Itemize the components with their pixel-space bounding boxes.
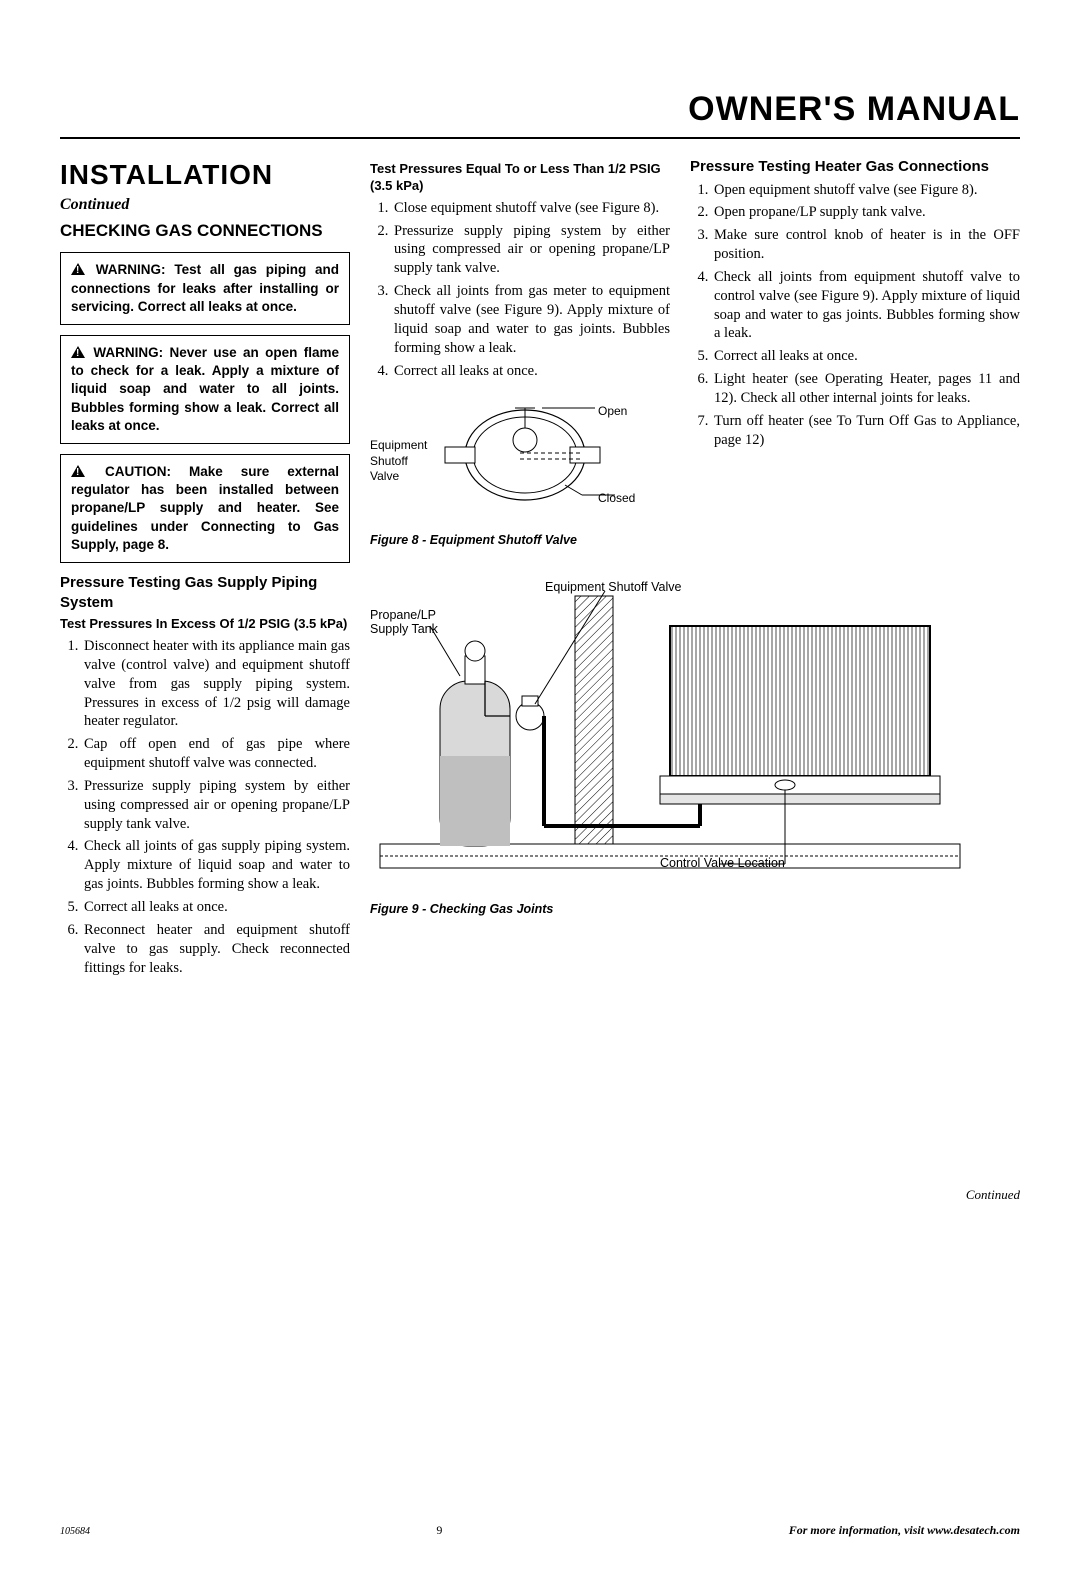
figure-9-wrap: Propane/LP Supply Tank Equipment Shutoff… bbox=[370, 580, 1020, 928]
columns-2-3-row: Test Pressures Equal To or Less Than 1/2… bbox=[370, 157, 1020, 560]
figure-9: Propane/LP Supply Tank Equipment Shutoff… bbox=[370, 586, 970, 896]
warning-icon bbox=[71, 263, 85, 275]
caution-text: CAUTION: Make sure external regulator ha… bbox=[71, 464, 339, 552]
list-item: Turn off heater (see To Turn Off Gas to … bbox=[712, 412, 1020, 450]
list-item: Close equipment shutoff valve (see Figur… bbox=[392, 199, 670, 218]
equal-less-heading: Test Pressures Equal To or Less Than 1/2… bbox=[370, 161, 670, 195]
figure-8-caption: Figure 8 - Equipment Shutoff Valve bbox=[370, 532, 670, 548]
column-3: Pressure Testing Heater Gas Connections … bbox=[690, 157, 1020, 560]
continued-bottom: Continued bbox=[60, 1187, 1020, 1203]
caution-box: CAUTION: Make sure external regulator ha… bbox=[60, 454, 350, 563]
excess-pressure-heading: Test Pressures In Excess Of 1/2 PSIG (3.… bbox=[60, 616, 350, 633]
column-1: INSTALLATION Continued CHECKING GAS CONN… bbox=[60, 157, 350, 987]
list-item: Disconnect heater with its appliance mai… bbox=[82, 637, 350, 731]
heater-connections-list: Open equipment shutoff valve (see Figure… bbox=[690, 181, 1020, 450]
fig9-esv-label: Equipment Shutoff Valve bbox=[545, 580, 681, 594]
excess-pressure-list: Disconnect heater with its appliance mai… bbox=[60, 637, 350, 977]
manual-title: OWNER'S MANUAL bbox=[60, 90, 1020, 129]
list-item: Correct all leaks at once. bbox=[392, 362, 670, 381]
fig9-tank-label: Propane/LP Supply Tank bbox=[370, 608, 470, 636]
list-item: Check all joints of gas supply piping sy… bbox=[82, 837, 350, 894]
pressure-testing-heater-heading: Pressure Testing Heater Gas Connections bbox=[690, 157, 1020, 177]
warning-box-2: WARNING: Never use an open flame to chec… bbox=[60, 335, 350, 444]
warning-2-text: WARNING: Never use an open flame to chec… bbox=[71, 345, 339, 433]
column-2: Test Pressures Equal To or Less Than 1/2… bbox=[370, 157, 670, 560]
page-number: 9 bbox=[436, 1523, 442, 1538]
page-footer: 105684 9 For more information, visit www… bbox=[60, 1523, 1020, 1538]
warning-icon bbox=[71, 346, 85, 358]
columns-2-3-wrap: Test Pressures Equal To or Less Than 1/2… bbox=[370, 157, 1020, 987]
section-title: INSTALLATION bbox=[60, 157, 350, 193]
warning-icon bbox=[71, 465, 85, 477]
list-item: Open propane/LP supply tank valve. bbox=[712, 203, 1020, 222]
fig8-closed-label: Closed bbox=[598, 491, 635, 507]
list-item: Pressurize supply piping system by eithe… bbox=[82, 777, 350, 834]
fig9-cvl-label: Control Valve Location bbox=[660, 856, 785, 870]
fig8-valve-label: Equipment Shutoff Valve bbox=[370, 438, 440, 485]
footer-info: For more information, visit www.desatech… bbox=[789, 1523, 1020, 1538]
list-item: Check all joints from equipment shutoff … bbox=[712, 268, 1020, 343]
list-item: Correct all leaks at once. bbox=[82, 898, 350, 917]
list-item: Cap off open end of gas pipe where equip… bbox=[82, 735, 350, 773]
pressure-testing-supply-heading: Pressure Testing Gas Supply Piping Syste… bbox=[60, 573, 350, 612]
doc-number: 105684 bbox=[60, 1526, 90, 1537]
figure-9-caption: Figure 9 - Checking Gas Joints bbox=[370, 902, 1020, 916]
list-item: Check all joints from gas meter to equip… bbox=[392, 282, 670, 357]
list-item: Make sure control knob of heater is in t… bbox=[712, 226, 1020, 264]
checking-gas-heading: CHECKING GAS CONNECTIONS bbox=[60, 220, 350, 242]
list-item: Correct all leaks at once. bbox=[712, 347, 1020, 366]
list-item: Pressurize supply piping system by eithe… bbox=[392, 222, 670, 279]
figure-8: Open Closed Equipment Shutoff Valve bbox=[370, 390, 670, 526]
header-bar: OWNER'S MANUAL bbox=[60, 90, 1020, 139]
continued-label: Continued bbox=[60, 195, 350, 216]
equal-less-list: Close equipment shutoff valve (see Figur… bbox=[370, 199, 670, 381]
warning-box-1: WARNING: Test all gas piping and connect… bbox=[60, 252, 350, 325]
warning-1-text: WARNING: Test all gas piping and connect… bbox=[71, 262, 339, 313]
list-item: Reconnect heater and equipment shutoff v… bbox=[82, 921, 350, 978]
list-item: Light heater (see Operating Heater, page… bbox=[712, 370, 1020, 408]
fig8-open-label: Open bbox=[598, 404, 627, 420]
list-item: Open equipment shutoff valve (see Figure… bbox=[712, 181, 1020, 200]
content-columns: INSTALLATION Continued CHECKING GAS CONN… bbox=[60, 157, 1020, 987]
